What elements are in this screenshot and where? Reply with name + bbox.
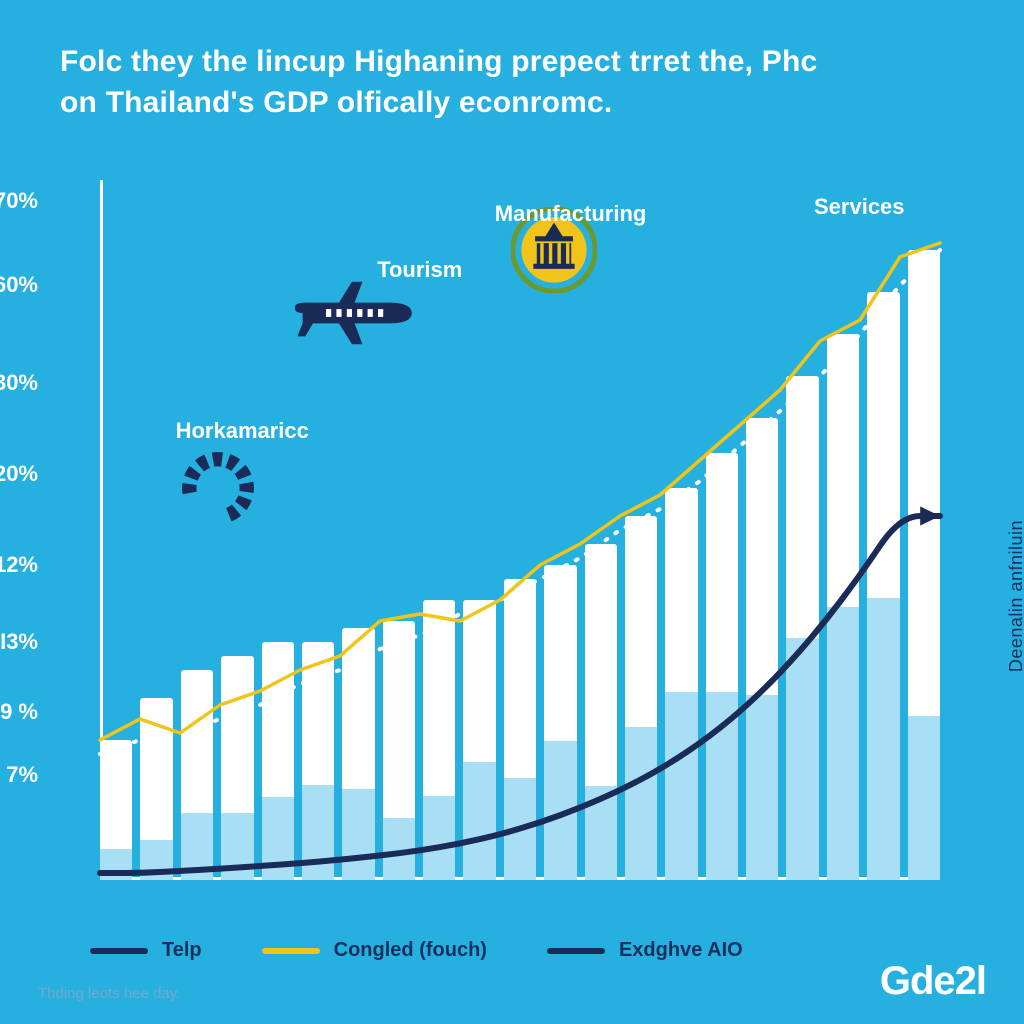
- legend: Telp Congled (fouch) Exdghve AIO: [90, 939, 743, 962]
- right-axis-label: Deenalin anfniluin: [1006, 520, 1024, 672]
- legend-label: Exdghve AIO: [619, 939, 743, 962]
- legend-item: Congled (fouch): [262, 939, 487, 962]
- chart-area: Horkamaricc Tourism Manufacturing Services: [100, 180, 940, 880]
- legend-item: Telp: [90, 939, 202, 962]
- chart-annotation: Tourism: [377, 257, 462, 283]
- legend-item: Exdghve AIO: [547, 939, 743, 962]
- y-tick-label: 9 %: [0, 699, 38, 725]
- page-title: Folc they the lincup Highaning prepect t…: [60, 42, 817, 123]
- y-tick-label: 7%: [6, 762, 38, 788]
- y-tick-label: 560%: [0, 272, 38, 298]
- infographic-canvas: Folc they the lincup Highaning prepect t…: [0, 0, 1024, 1024]
- airplane-icon: [287, 274, 417, 352]
- chart-annotation: Manufacturing: [495, 201, 647, 227]
- title-line-2: on Thailand's GDP olfically econromc.: [60, 86, 612, 119]
- y-tick-label: 130%: [0, 370, 38, 396]
- y-tick-label: 12%: [0, 552, 38, 578]
- footnote: Thding leots hee day.: [38, 985, 180, 1002]
- chart-annotation: Services: [814, 194, 905, 220]
- legend-swatch: [90, 948, 148, 954]
- title-line-1: Folc they the lincup Highaning prepect t…: [60, 45, 817, 78]
- legend-swatch: [262, 948, 320, 954]
- gear-icon: [173, 443, 263, 533]
- y-tick-label: I3%: [0, 629, 38, 655]
- legend-swatch: [547, 948, 605, 954]
- legend-label: Telp: [162, 939, 202, 962]
- legend-label: Congled (fouch): [334, 939, 487, 962]
- y-tick-label: 170%: [0, 188, 38, 214]
- y-tick-label: 20%: [0, 461, 38, 487]
- chart-annotation: Horkamaricc: [176, 418, 309, 444]
- brand-logo: Gde2l: [880, 959, 986, 1004]
